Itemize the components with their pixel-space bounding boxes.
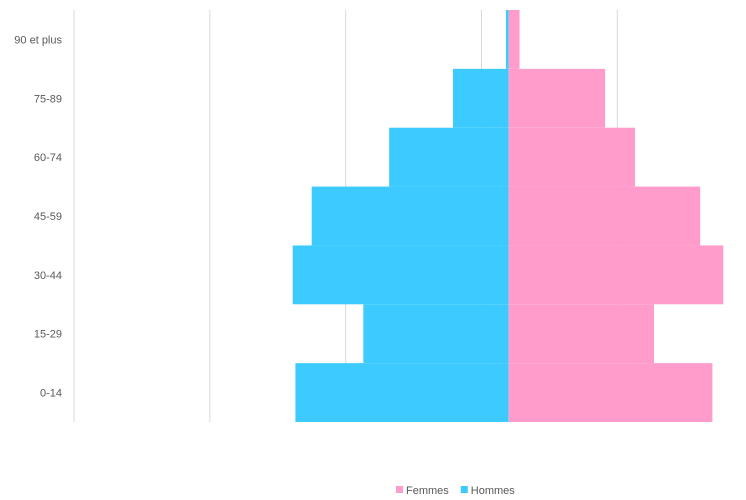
bar-hommes-60-74 [389, 127, 509, 187]
bar-femmes-15-29 [508, 304, 655, 364]
legend-swatch-femmes [396, 486, 403, 493]
legend-label-hommes: Hommes [471, 485, 516, 497]
category-axis-labels: 0-14 15-29 30-44 45-59 60-74 75-89 90 et plus [14, 34, 62, 399]
category-label-60-74: 60-74 [34, 152, 62, 164]
bar-femmes-0-14 [508, 363, 713, 422]
bar-hommes-75-89 [452, 68, 509, 128]
legend-swatch-hommes [460, 486, 468, 493]
legend-label-femmes: Femmes [406, 485, 449, 497]
bar-hommes-90-et-plus [505, 10, 509, 69]
category-label-45-59: 45-59 [34, 211, 62, 223]
category-label-75-89: 75-89 [34, 93, 62, 105]
category-label-90-et-plus: 90 et plus [14, 34, 62, 46]
category-label-15-29: 15-29 [34, 329, 62, 341]
category-label-0-14: 0-14 [40, 388, 62, 400]
bar-hommes-0-14 [295, 363, 509, 422]
bar-femmes-30-44 [508, 245, 724, 305]
bar-femmes-60-74 [508, 127, 635, 187]
legend: Femmes Hommes [396, 485, 515, 497]
bar-femmes-90-et-plus [508, 10, 520, 69]
category-label-30-44: 30-44 [34, 270, 62, 282]
bar-hommes-45-59 [311, 186, 509, 246]
bar-hommes-30-44 [292, 245, 509, 305]
bar-femmes-75-89 [508, 68, 606, 128]
bar-femmes-45-59 [508, 186, 701, 246]
bars [292, 10, 724, 422]
bar-hommes-15-29 [363, 304, 509, 364]
